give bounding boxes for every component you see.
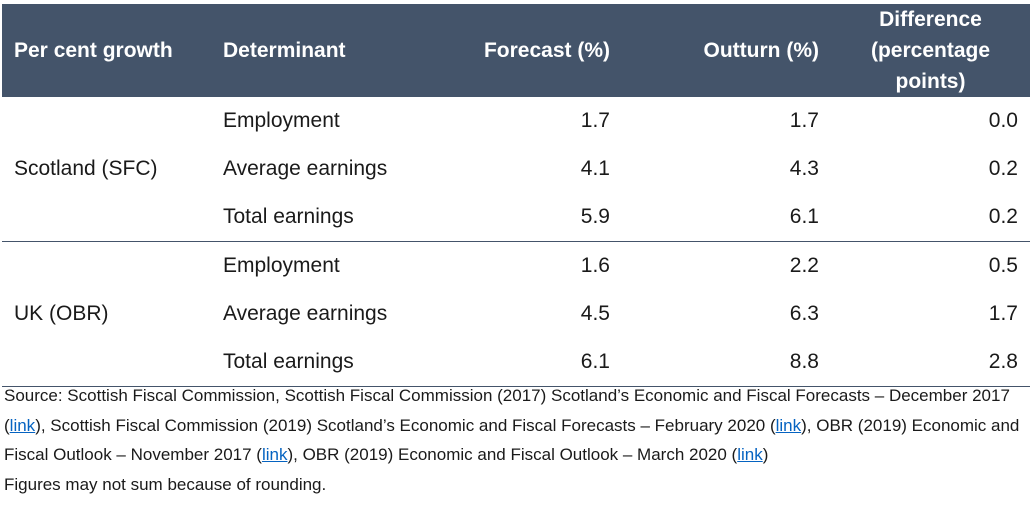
source-text-suffix: ) bbox=[762, 445, 769, 464]
forecast-cell: 1.7 bbox=[580, 109, 610, 132]
outturn-cell: 8.8 bbox=[622, 338, 831, 387]
difference-cell: 0.5 bbox=[988, 254, 1018, 277]
forecast-cell: 1.6 bbox=[580, 254, 610, 277]
header-difference-line1: Difference bbox=[879, 8, 982, 31]
forecast-cell: 4.1 bbox=[580, 157, 610, 180]
source-text-prefix: Source: Scottish Fiscal Commission, Scot… bbox=[4, 386, 1010, 435]
source-link-1[interactable]: link bbox=[9, 415, 36, 435]
determinant-cell: Average earnings bbox=[223, 302, 388, 325]
header-difference-line3: points) bbox=[895, 70, 966, 93]
difference-cell: 1.7 bbox=[988, 302, 1018, 325]
outturn-cell: 4.3 bbox=[789, 157, 819, 180]
table-row: Average earnings 4.1 4.3 0.2 bbox=[2, 145, 1030, 193]
table-row: Scotland (SFC) Employment 1.7 1.7 0.0 bbox=[2, 97, 1030, 242]
table-header-row: Per cent growth Determinant Forecast (%)… bbox=[2, 4, 1030, 97]
growth-table-container: Per cent growth Determinant Forecast (%)… bbox=[2, 4, 1030, 387]
source-link-2[interactable]: link bbox=[775, 415, 802, 435]
header-outturn: Outturn (%) bbox=[622, 4, 831, 97]
determinant-cell: Employment bbox=[223, 109, 340, 132]
outturn-cell: 1.7 bbox=[789, 109, 819, 132]
header-difference-line2: (percentage bbox=[870, 39, 991, 62]
header-group: Per cent growth bbox=[2, 4, 211, 97]
forecast-cell: 6.1 bbox=[429, 338, 622, 387]
difference-cell: 0.2 bbox=[831, 193, 1030, 242]
header-determinant: Determinant bbox=[211, 4, 429, 97]
group-label-uk: UK (OBR) bbox=[2, 241, 211, 387]
source-text-mid1: ), Scottish Fiscal Commission (2019) Sco… bbox=[35, 415, 776, 435]
growth-comparison-table: Per cent growth Determinant Forecast (%)… bbox=[2, 4, 1030, 387]
determinant-cell: Total earnings bbox=[211, 338, 429, 387]
group-label-scotland: Scotland (SFC) bbox=[2, 97, 211, 242]
difference-cell: 2.8 bbox=[831, 338, 1030, 387]
difference-cell: 0.0 bbox=[988, 109, 1018, 132]
determinant-cell: Total earnings bbox=[211, 193, 429, 242]
source-text-mid2: ), OBR (2019) Economic and Fiscal Outloo… bbox=[4, 415, 1020, 465]
determinant-cell: Employment bbox=[223, 254, 340, 277]
table-row: Average earnings 4.5 6.3 1.7 bbox=[2, 290, 1030, 338]
header-forecast: Forecast (%) bbox=[429, 4, 622, 97]
difference-cell: 0.2 bbox=[988, 157, 1018, 180]
source-text-mid3: ), OBR (2019) Economic and Fiscal Outloo… bbox=[287, 445, 738, 464]
table-row: Total earnings 6.1 8.8 2.8 bbox=[2, 338, 1030, 387]
table-row: UK (OBR) Employment 1.6 2.2 0.5 bbox=[2, 241, 1030, 387]
forecast-cell: 5.9 bbox=[429, 193, 622, 242]
source-note: Source: Scottish Fiscal Commission, Scot… bbox=[4, 381, 1028, 470]
table-notes: Source: Scottish Fiscal Commission, Scot… bbox=[4, 381, 1028, 499]
outturn-cell: 6.1 bbox=[622, 193, 831, 242]
determinant-cell: Average earnings bbox=[223, 157, 388, 180]
forecast-cell: 4.5 bbox=[580, 302, 610, 325]
source-link-3[interactable]: link bbox=[261, 445, 288, 464]
rounding-footnote: Figures may not sum because of rounding. bbox=[4, 474, 327, 494]
source-link-4[interactable]: link bbox=[737, 445, 763, 464]
outturn-cell: 2.2 bbox=[789, 254, 819, 277]
header-difference: Difference (percentage points) bbox=[831, 4, 1030, 97]
table-row: Total earnings 5.9 6.1 0.2 bbox=[2, 193, 1030, 242]
outturn-cell: 6.3 bbox=[789, 302, 819, 325]
